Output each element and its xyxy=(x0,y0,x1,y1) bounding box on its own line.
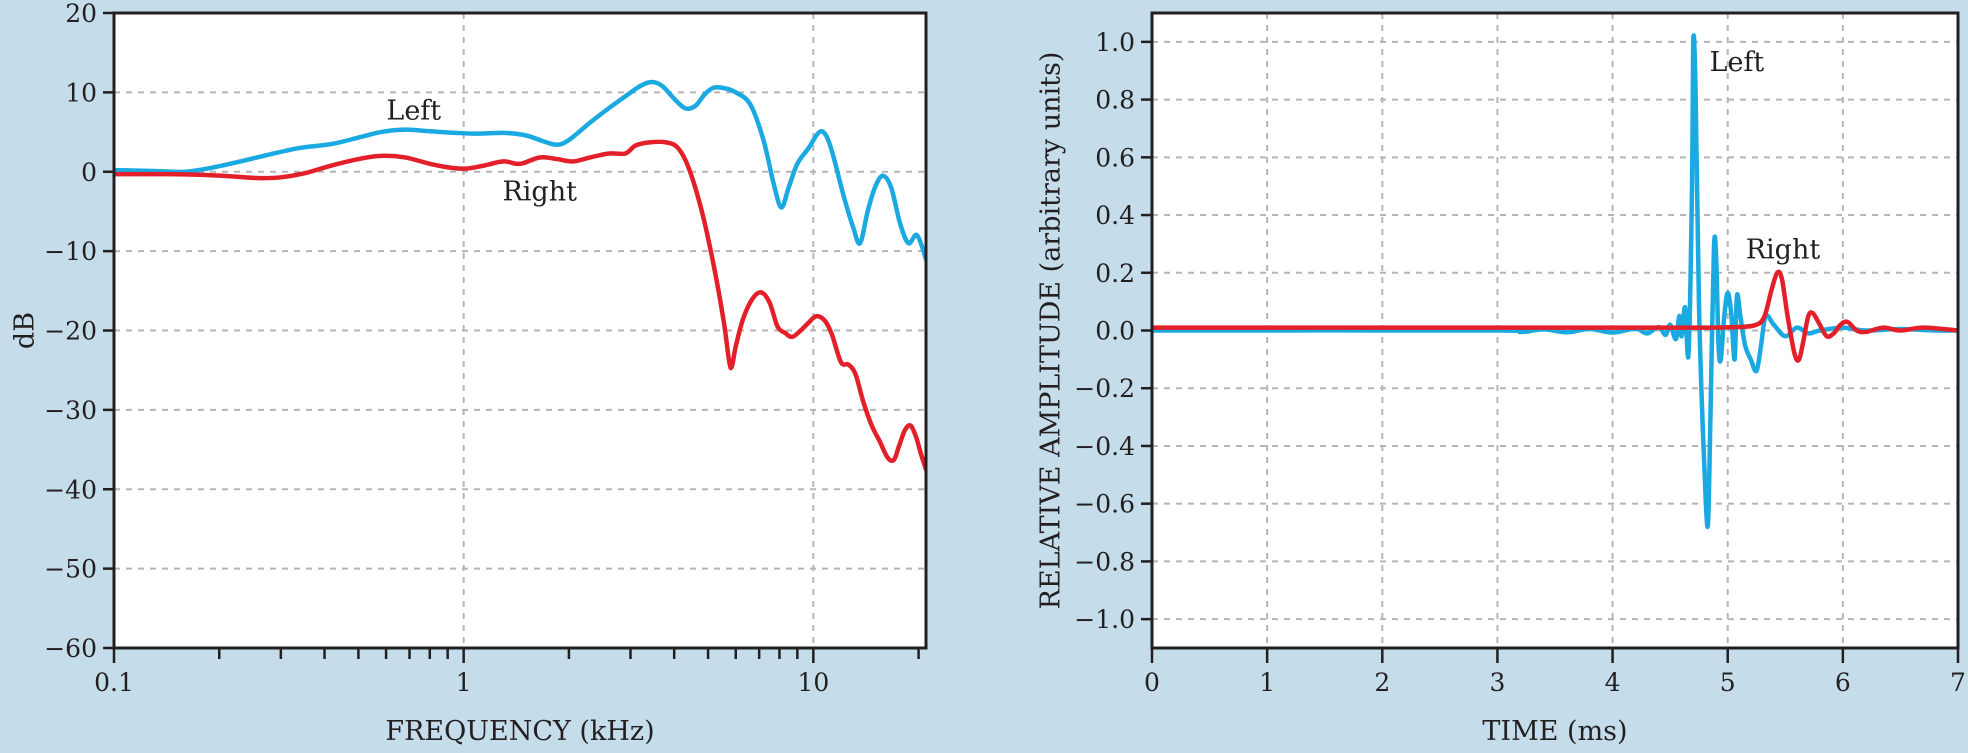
x-axis-title: TIME (ms) xyxy=(1482,716,1627,747)
y-tick-label: −0.6 xyxy=(1074,490,1135,519)
x-tick-label: 3 xyxy=(1489,668,1505,697)
y-axis-title: RELATIVE AMPLITUDE (arbitrary units) xyxy=(1036,52,1067,610)
series-annotation-right: Right xyxy=(1746,235,1821,266)
x-tick-label: 1 xyxy=(456,668,472,697)
x-tick-label: 10 xyxy=(797,668,829,697)
x-axis-title: FREQUENCY (kHz) xyxy=(385,716,654,747)
grid-lines xyxy=(114,13,926,648)
y-tick-label: 0.6 xyxy=(1095,143,1135,172)
y-tick-label: −50 xyxy=(44,555,97,584)
y-tick-label: 0.4 xyxy=(1095,201,1135,230)
x-tick-label: 7 xyxy=(1950,668,1966,697)
series-line-left xyxy=(114,79,926,262)
impulse-response-chart: −1.0 −0.8 −0.6 −0.4 −0.2 0.0 0.2 0.4 0.6 0.8 1.0 0 1… xyxy=(1036,11,1966,747)
series-line-right xyxy=(1152,269,1958,363)
x-tick-label: 0 xyxy=(1144,668,1160,697)
y-tick-label: −0.8 xyxy=(1074,547,1135,576)
x-tick-label: 4 xyxy=(1605,668,1621,697)
x-tick-label: 0.1 xyxy=(94,668,134,697)
x-tick-label: 2 xyxy=(1374,668,1390,697)
y-tick-label: 10 xyxy=(65,78,97,107)
y-tick-label: 1.0 xyxy=(1095,28,1135,57)
y-tick-label: −30 xyxy=(44,396,97,425)
y-tick-label: −20 xyxy=(44,317,97,346)
x-tick-label: 1 xyxy=(1259,668,1275,697)
y-tick-label: −0.2 xyxy=(1074,374,1135,403)
series-line-right xyxy=(114,139,926,472)
y-tick-label: −60 xyxy=(44,634,97,663)
y-tick-label: 0.0 xyxy=(1095,317,1135,346)
x-tick-label: 6 xyxy=(1835,668,1851,697)
y-tick-label: 0 xyxy=(81,158,97,187)
y-tick-label: −0.4 xyxy=(1074,432,1135,461)
y-tick-label: 0.8 xyxy=(1095,86,1135,115)
series-annotation-right: Right xyxy=(502,177,577,208)
y-tick-label: 20 xyxy=(65,0,97,28)
series-annotation-left: Left xyxy=(386,96,441,127)
y-tick-label: −10 xyxy=(44,237,97,266)
y-tick-label: −40 xyxy=(44,475,97,504)
y-tick-label: −1.0 xyxy=(1074,605,1135,634)
x-tick-label: 5 xyxy=(1720,668,1736,697)
y-axis-title: dB xyxy=(10,312,41,349)
y-tick-label: 0.2 xyxy=(1095,259,1135,288)
series-annotation-left: Left xyxy=(1710,47,1765,78)
frequency-response-chart: −60 −50 −40 −30 −20 −10 0 10 20 0.1 1 10 FREQUENCY (… xyxy=(10,0,928,747)
series-line-left xyxy=(1152,33,1958,530)
